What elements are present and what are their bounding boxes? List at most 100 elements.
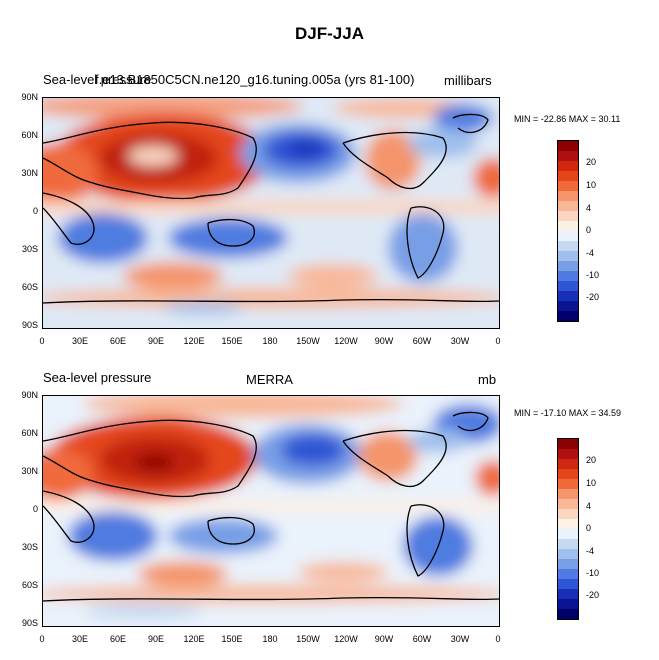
- lon-label: 150W: [296, 634, 320, 644]
- colorbar-label: -20: [586, 590, 600, 600]
- colorbar-swatch: [558, 469, 578, 479]
- lat-label: 90S: [21, 320, 38, 330]
- colorbar-swatch: [558, 439, 578, 449]
- lat-label: 30N: [21, 466, 38, 476]
- lat-label: 0: [32, 504, 38, 514]
- colorbar-swatch: [558, 579, 578, 589]
- lat-label: 90N: [21, 390, 38, 400]
- lon-label: 30W: [450, 634, 470, 644]
- colorbar-swatch: [558, 489, 578, 499]
- colorbar-label: -20: [586, 292, 600, 302]
- colorbar-swatch: [558, 141, 578, 151]
- panel-center-title: f.e13.B1850C5CN.ne120_g16.tuning.005a (y…: [95, 72, 415, 87]
- lon-label: 60W: [412, 336, 432, 346]
- panel-units: millibars: [444, 73, 492, 88]
- lon-label: 150E: [221, 336, 243, 346]
- figure-title: DJF-JJA: [295, 24, 364, 43]
- colorbar-swatch: [558, 281, 578, 291]
- colorbar-swatch: [558, 241, 578, 251]
- colorbar-swatch: [558, 161, 578, 171]
- colorbar-swatch: [558, 301, 578, 311]
- colorbar-label: 20: [586, 455, 597, 465]
- lat-label: 30S: [21, 542, 38, 552]
- colorbar-label: 0: [586, 225, 592, 235]
- colorbar-label: 4: [586, 501, 592, 511]
- colorbar-swatch: [558, 599, 578, 609]
- lon-label: 180: [262, 336, 278, 346]
- panel-left-title: Sea-level pressure: [43, 370, 152, 385]
- slp-difference-map: [42, 395, 500, 627]
- colorbar-label: 4: [586, 203, 592, 213]
- colorbar-swatch: [558, 221, 578, 231]
- colorbar-label: 0: [586, 523, 592, 533]
- lon-label: 120E: [183, 634, 205, 644]
- colorbar-swatch: [558, 519, 578, 529]
- panel-center-title: MERRA: [246, 372, 293, 387]
- lon-label: 30E: [71, 336, 88, 346]
- colorbar-swatch: [558, 459, 578, 469]
- colorbar: [557, 438, 579, 620]
- colorbar-label: -4: [586, 248, 595, 258]
- colorbar-swatch: [558, 479, 578, 489]
- lat-label: 30N: [21, 168, 38, 178]
- lon-label: 60W: [412, 634, 432, 644]
- colorbar-swatch: [558, 549, 578, 559]
- lon-label: 60E: [109, 634, 126, 644]
- lon-label: 0: [495, 634, 501, 644]
- lon-label: 0: [495, 336, 501, 346]
- colorbar-swatch: [558, 559, 578, 569]
- lat-label: 90N: [21, 92, 38, 102]
- colorbar-swatch: [558, 509, 578, 519]
- colorbar-swatch: [558, 211, 578, 221]
- lat-label: 60N: [21, 428, 38, 438]
- colorbar-label: 10: [586, 478, 597, 488]
- colorbar: [557, 140, 579, 322]
- lon-label: 30W: [450, 336, 470, 346]
- lat-label: 90S: [21, 618, 38, 628]
- colorbar-swatch: [558, 261, 578, 271]
- lon-label: 90E: [147, 634, 164, 644]
- colorbar-label: -10: [586, 568, 600, 578]
- colorbar-swatch: [558, 539, 578, 549]
- lon-label: 120W: [334, 336, 358, 346]
- panel-left-title: Sea-level pressure: [43, 72, 152, 87]
- lat-label: 60S: [21, 282, 38, 292]
- colorbar-swatch: [558, 589, 578, 599]
- lat-label: 60N: [21, 130, 38, 140]
- lat-label: 0: [32, 206, 38, 216]
- lon-label: 120E: [183, 336, 205, 346]
- model-panel: Sea-level pressure f.e13.B1850C5CN.ne120…: [0, 70, 659, 360]
- colorbar-swatch: [558, 201, 578, 211]
- lon-label: 0: [39, 634, 45, 644]
- colorbar-label: 20: [586, 157, 597, 167]
- colorbar-swatch: [558, 181, 578, 191]
- colorbar-label: -4: [586, 546, 595, 556]
- colorbar-swatch: [558, 151, 578, 161]
- min-max-readout: MIN = -22.86 MAX = 30.11: [514, 114, 621, 124]
- colorbar-swatch: [558, 569, 578, 579]
- colorbar-swatch: [558, 449, 578, 459]
- lon-label: 180: [262, 634, 278, 644]
- lon-label: 90W: [374, 336, 394, 346]
- colorbar-swatch: [558, 231, 578, 241]
- colorbar-swatch: [558, 171, 578, 181]
- lon-label: 150E: [221, 634, 243, 644]
- lon-label: 90W: [374, 634, 394, 644]
- lon-label: 150W: [296, 336, 320, 346]
- colorbar-label: 10: [586, 180, 597, 190]
- colorbar-swatch: [558, 251, 578, 261]
- colorbar-swatch: [558, 311, 578, 321]
- min-max-readout: MIN = -17.10 MAX = 34.59: [514, 408, 622, 418]
- slp-difference-map: [42, 97, 500, 329]
- colorbar-label: -10: [586, 270, 600, 280]
- colorbar-swatch: [558, 271, 578, 281]
- colorbar-swatch: [558, 499, 578, 509]
- merra-panel: Sea-level pressure MERRA mb: [0, 368, 659, 658]
- lat-label: 30S: [21, 244, 38, 254]
- lon-label: 0: [39, 336, 45, 346]
- lon-label: 120W: [334, 634, 358, 644]
- lat-label: 60S: [21, 580, 38, 590]
- panel-units: mb: [478, 372, 497, 387]
- colorbar-swatch: [558, 291, 578, 301]
- lon-label: 90E: [147, 336, 164, 346]
